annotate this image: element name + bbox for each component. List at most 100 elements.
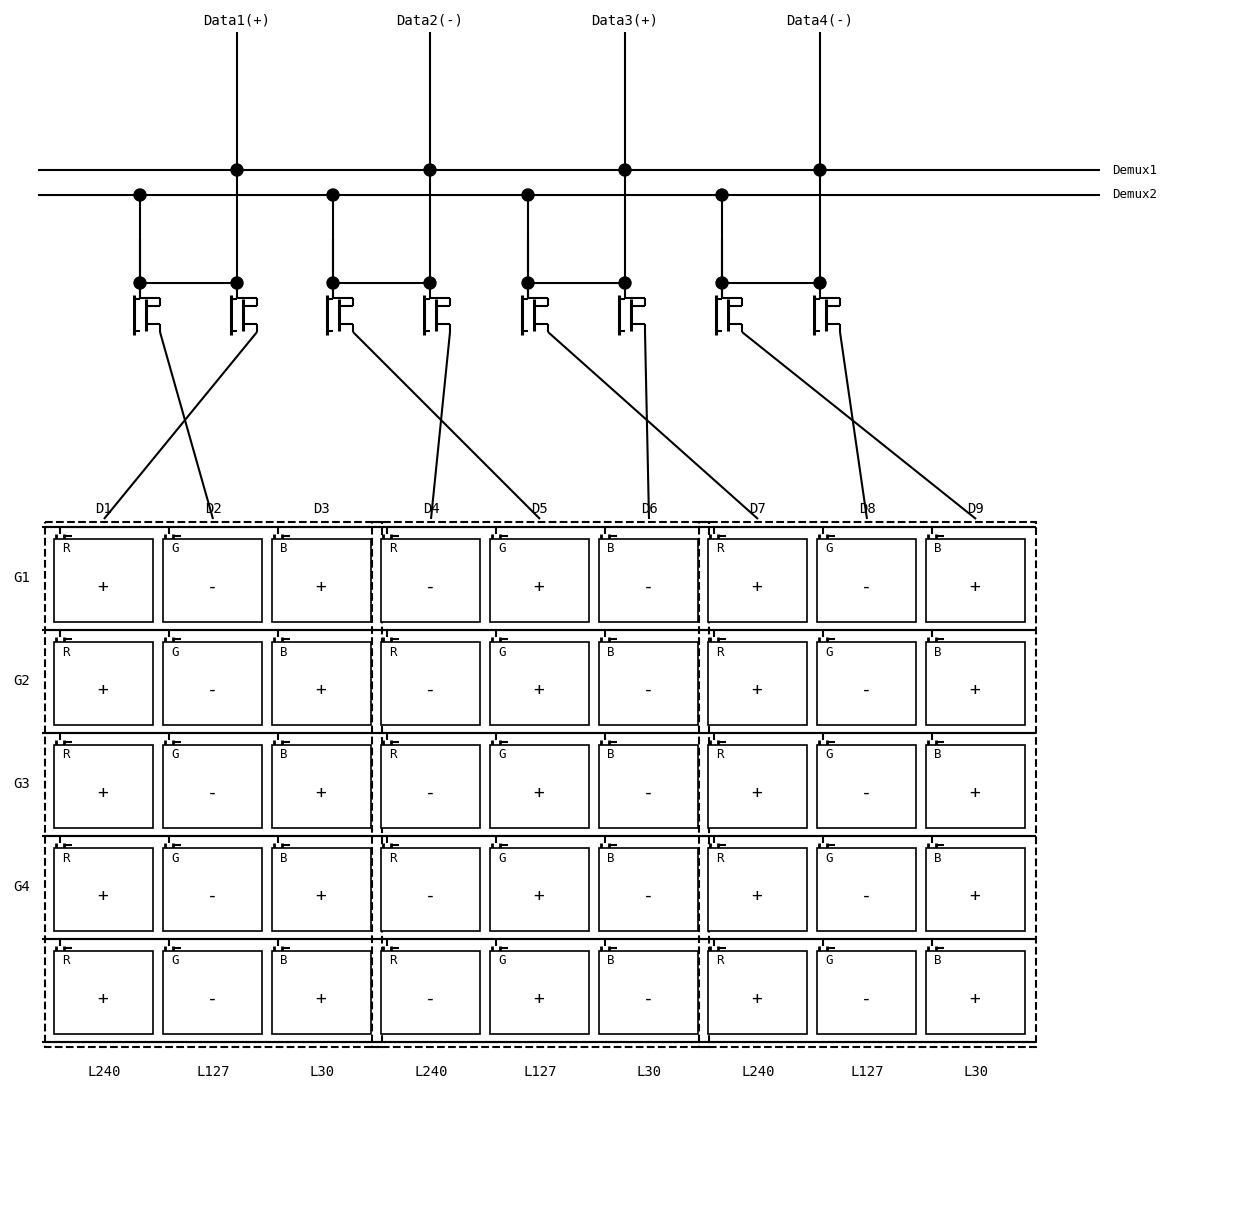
Bar <box>272 745 371 828</box>
Bar <box>817 642 916 725</box>
Text: D1: D1 <box>95 502 113 516</box>
Text: +: + <box>751 887 763 905</box>
Circle shape <box>327 277 339 289</box>
Bar <box>926 951 1025 1034</box>
Bar <box>708 848 807 931</box>
Circle shape <box>134 189 146 201</box>
Text: B: B <box>934 542 941 556</box>
Text: +: + <box>533 991 544 1009</box>
Text: +: + <box>751 991 763 1009</box>
Text: L127: L127 <box>851 1065 884 1078</box>
Bar <box>55 951 153 1034</box>
Circle shape <box>327 189 339 201</box>
Text: G: G <box>498 852 506 864</box>
Text: G: G <box>171 748 179 762</box>
Text: B: B <box>608 542 615 556</box>
Text: -: - <box>642 784 653 803</box>
Circle shape <box>715 189 728 201</box>
Text: +: + <box>751 681 763 699</box>
Bar <box>272 642 371 725</box>
Text: R: R <box>389 542 397 556</box>
Text: R: R <box>389 852 397 864</box>
Text: D4: D4 <box>423 502 439 516</box>
Circle shape <box>522 277 534 289</box>
Text: B: B <box>280 646 288 658</box>
Text: R: R <box>715 542 723 556</box>
Text: +: + <box>970 578 981 596</box>
Circle shape <box>134 277 146 289</box>
Bar <box>599 745 698 828</box>
Bar <box>490 539 589 622</box>
Text: Data3(+): Data3(+) <box>591 13 658 27</box>
Bar <box>272 848 371 931</box>
Circle shape <box>715 277 728 289</box>
Bar <box>55 642 153 725</box>
Text: B: B <box>280 542 288 556</box>
Text: -: - <box>207 991 217 1009</box>
Text: B: B <box>280 852 288 864</box>
Text: L30: L30 <box>310 1065 335 1078</box>
Text: +: + <box>970 784 981 803</box>
Text: +: + <box>533 784 544 803</box>
Bar <box>162 848 262 931</box>
Bar <box>381 642 480 725</box>
Text: -: - <box>424 991 435 1009</box>
Text: G: G <box>171 852 179 864</box>
Text: -: - <box>861 578 872 596</box>
Text: G: G <box>498 748 506 762</box>
Text: +: + <box>98 784 108 803</box>
Bar <box>699 522 1035 1047</box>
Text: L30: L30 <box>636 1065 662 1078</box>
Text: G: G <box>498 954 506 968</box>
Text: +: + <box>98 991 108 1009</box>
Bar <box>708 951 807 1034</box>
Text: G: G <box>171 646 179 658</box>
Text: -: - <box>207 578 217 596</box>
Bar <box>490 951 589 1034</box>
Bar <box>817 951 916 1034</box>
Text: D6: D6 <box>641 502 657 516</box>
Bar <box>162 951 262 1034</box>
Bar <box>45 522 382 1047</box>
Text: G: G <box>825 954 832 968</box>
Bar <box>708 745 807 828</box>
Bar <box>599 951 698 1034</box>
Text: R: R <box>389 748 397 762</box>
Circle shape <box>231 164 243 176</box>
Text: -: - <box>424 887 435 905</box>
Text: -: - <box>424 578 435 596</box>
Text: G: G <box>171 954 179 968</box>
Text: R: R <box>62 646 69 658</box>
Text: L127: L127 <box>196 1065 229 1078</box>
Bar <box>926 642 1025 725</box>
Text: +: + <box>315 578 326 596</box>
Bar <box>162 745 262 828</box>
Text: -: - <box>861 784 872 803</box>
Bar <box>708 642 807 725</box>
Text: Data4(-): Data4(-) <box>786 13 853 27</box>
Text: -: - <box>861 887 872 905</box>
Text: +: + <box>315 681 326 699</box>
Text: D9: D9 <box>967 502 985 516</box>
Text: +: + <box>970 887 981 905</box>
Text: G2: G2 <box>14 674 30 688</box>
Text: G: G <box>498 646 506 658</box>
Text: -: - <box>861 681 872 699</box>
Text: L240: L240 <box>87 1065 120 1078</box>
Text: -: - <box>207 887 217 905</box>
Text: -: - <box>861 991 872 1009</box>
Text: +: + <box>315 887 326 905</box>
Text: G: G <box>825 852 832 864</box>
Text: +: + <box>533 578 544 596</box>
Text: Data2(-): Data2(-) <box>397 13 464 27</box>
Text: R: R <box>715 954 723 968</box>
Text: -: - <box>207 681 217 699</box>
Text: G3: G3 <box>14 777 30 790</box>
Bar <box>490 642 589 725</box>
Text: G: G <box>825 542 832 556</box>
Bar <box>926 848 1025 931</box>
Text: G: G <box>171 542 179 556</box>
Text: -: - <box>642 681 653 699</box>
Bar <box>817 848 916 931</box>
Bar <box>272 539 371 622</box>
